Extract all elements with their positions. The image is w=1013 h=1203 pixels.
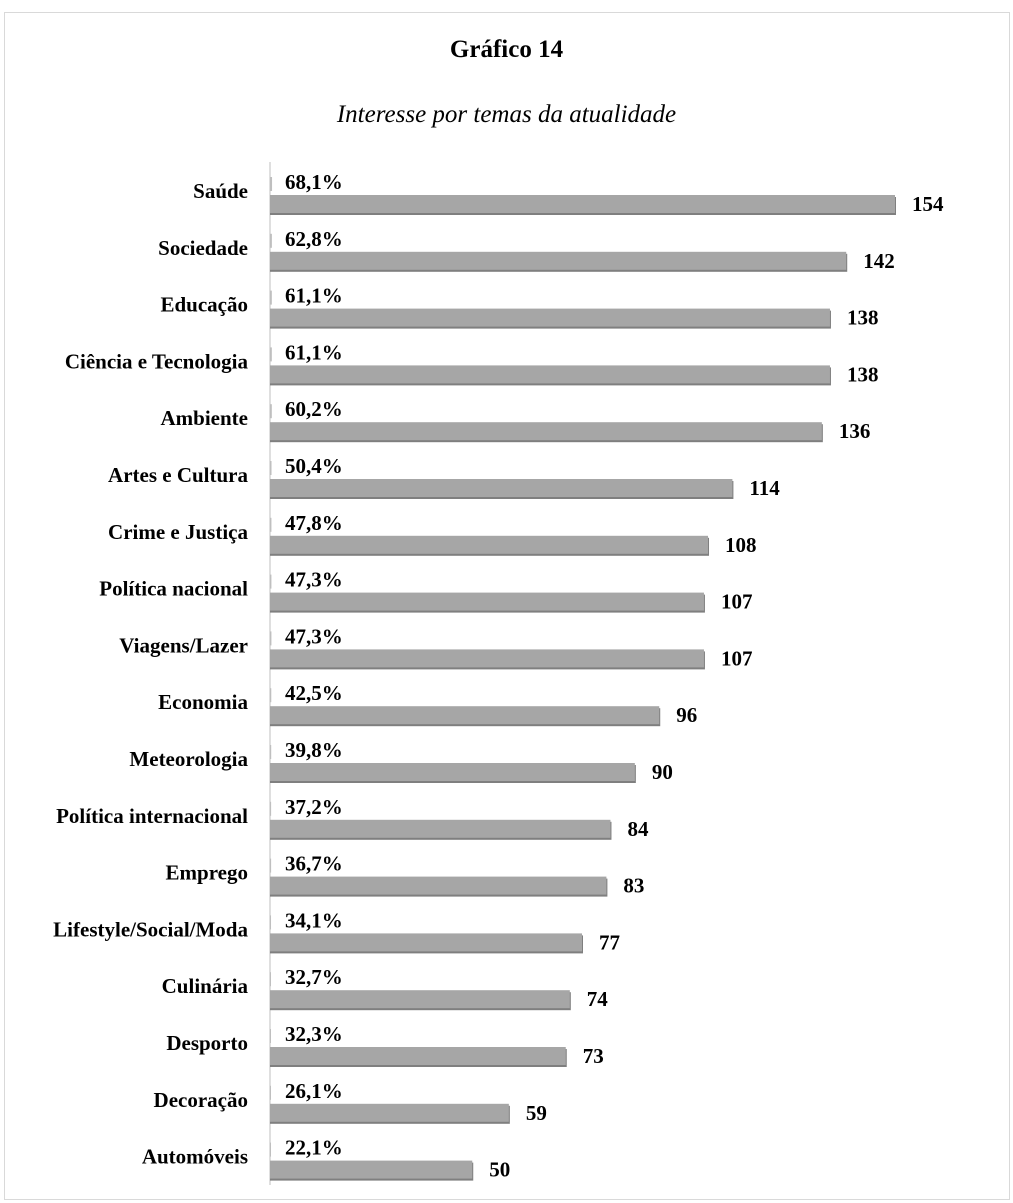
percent-bar xyxy=(270,574,272,589)
percent-bar xyxy=(270,404,272,419)
percent-data-label: 47,8% xyxy=(285,511,343,535)
count-data-label: 154 xyxy=(912,192,944,216)
count-data-label: 107 xyxy=(721,590,753,614)
percent-bar xyxy=(270,517,272,532)
chart-marks: Saúde 68,1% 154 Sociedade 62,8% 142 Educação 61… xyxy=(53,170,944,1182)
count-data-label: 59 xyxy=(526,1101,547,1125)
percent-bar xyxy=(270,972,271,987)
percent-bar xyxy=(270,461,272,475)
count-data-label: 107 xyxy=(721,646,753,670)
percent-data-label: 60,2% xyxy=(285,397,343,421)
count-data-label: 73 xyxy=(583,1044,604,1068)
percent-data-label: 42,5% xyxy=(285,681,343,705)
percent-data-label: 47,3% xyxy=(285,624,343,648)
percent-bar xyxy=(270,1029,271,1043)
category-label: Desporto xyxy=(166,1031,248,1055)
category-label: Culinária xyxy=(162,974,249,998)
count-bar xyxy=(270,1160,473,1179)
percent-bar xyxy=(270,177,273,191)
category-label: Ciência e Tecnologia xyxy=(65,349,249,373)
category-label: Política internacional xyxy=(56,804,248,828)
count-bar xyxy=(270,308,830,327)
percent-bar xyxy=(270,631,272,646)
category-label: Sociedade xyxy=(158,236,248,260)
percent-bar xyxy=(270,915,272,930)
percent-data-label: 47,3% xyxy=(285,568,343,592)
count-data-label: 77 xyxy=(599,930,620,954)
category-label: Economia xyxy=(158,690,248,714)
percent-data-label: 22,1% xyxy=(285,1136,343,1160)
category-label: Lifestyle/Social/Moda xyxy=(53,917,248,941)
category-label: Viagens/Lazer xyxy=(119,633,248,657)
count-bar xyxy=(270,1103,509,1122)
count-bar xyxy=(270,422,822,441)
percent-data-label: 39,8% xyxy=(285,738,343,762)
count-data-label: 142 xyxy=(863,249,895,273)
count-bar xyxy=(270,365,830,384)
count-data-label: 136 xyxy=(839,419,871,443)
count-bar xyxy=(270,763,635,781)
percent-data-label: 26,1% xyxy=(285,1079,343,1103)
percent-data-label: 37,2% xyxy=(285,795,343,819)
percent-data-label: 61,1% xyxy=(285,284,343,308)
percent-data-label: 32,3% xyxy=(285,1022,343,1046)
chart-subtitle: Interesse por temas da atualidade xyxy=(336,101,677,128)
percent-data-label: 36,7% xyxy=(285,852,343,876)
count-bar xyxy=(270,706,660,725)
category-label: Meteorologia xyxy=(129,747,248,771)
category-label: Emprego xyxy=(166,861,248,885)
count-data-label: 83 xyxy=(623,874,644,898)
percent-data-label: 61,1% xyxy=(285,340,343,364)
chart-title: Gráfico 14 xyxy=(449,36,564,63)
category-label: Ambiente xyxy=(161,406,249,430)
count-data-label: 74 xyxy=(587,987,609,1011)
count-data-label: 138 xyxy=(847,362,879,386)
percent-data-label: 34,1% xyxy=(285,908,343,932)
count-data-label: 138 xyxy=(847,306,879,330)
count-bar xyxy=(270,1047,566,1065)
percent-bar xyxy=(270,1142,271,1157)
count-bar xyxy=(270,535,709,554)
count-data-label: 96 xyxy=(676,703,697,727)
percent-bar xyxy=(270,347,272,362)
count-data-label: 50 xyxy=(489,1158,510,1182)
count-bar xyxy=(270,876,607,895)
category-label: Saúde xyxy=(193,179,248,203)
category-label: Política nacional xyxy=(99,577,248,601)
count-bar xyxy=(270,479,733,497)
percent-bar xyxy=(270,233,272,248)
percent-bar xyxy=(270,858,272,873)
category-label: Decoração xyxy=(154,1088,248,1112)
percent-data-label: 50,4% xyxy=(285,454,343,478)
percent-data-label: 32,7% xyxy=(285,965,343,989)
percent-bar xyxy=(270,1085,271,1100)
percent-bar xyxy=(270,745,272,759)
category-label: Crime e Justiça xyxy=(108,520,248,544)
count-bar xyxy=(270,251,847,270)
category-label: Artes e Cultura xyxy=(108,463,248,487)
count-bar xyxy=(270,649,704,668)
percent-data-label: 62,8% xyxy=(285,227,343,251)
count-data-label: 84 xyxy=(627,817,649,841)
count-bar xyxy=(270,195,895,213)
count-bar xyxy=(270,819,611,838)
count-data-label: 90 xyxy=(652,760,673,784)
percent-bar xyxy=(270,801,272,816)
count-bar xyxy=(270,933,582,952)
category-label: Automóveis xyxy=(142,1145,248,1169)
percent-bar xyxy=(270,290,272,305)
count-bar xyxy=(270,592,704,611)
percent-data-label: 68,1% xyxy=(285,170,343,194)
count-data-label: 108 xyxy=(725,533,757,557)
percent-bar xyxy=(270,688,272,703)
count-data-label: 114 xyxy=(749,476,780,500)
category-label: Educação xyxy=(160,293,248,317)
count-bar xyxy=(270,990,570,1009)
